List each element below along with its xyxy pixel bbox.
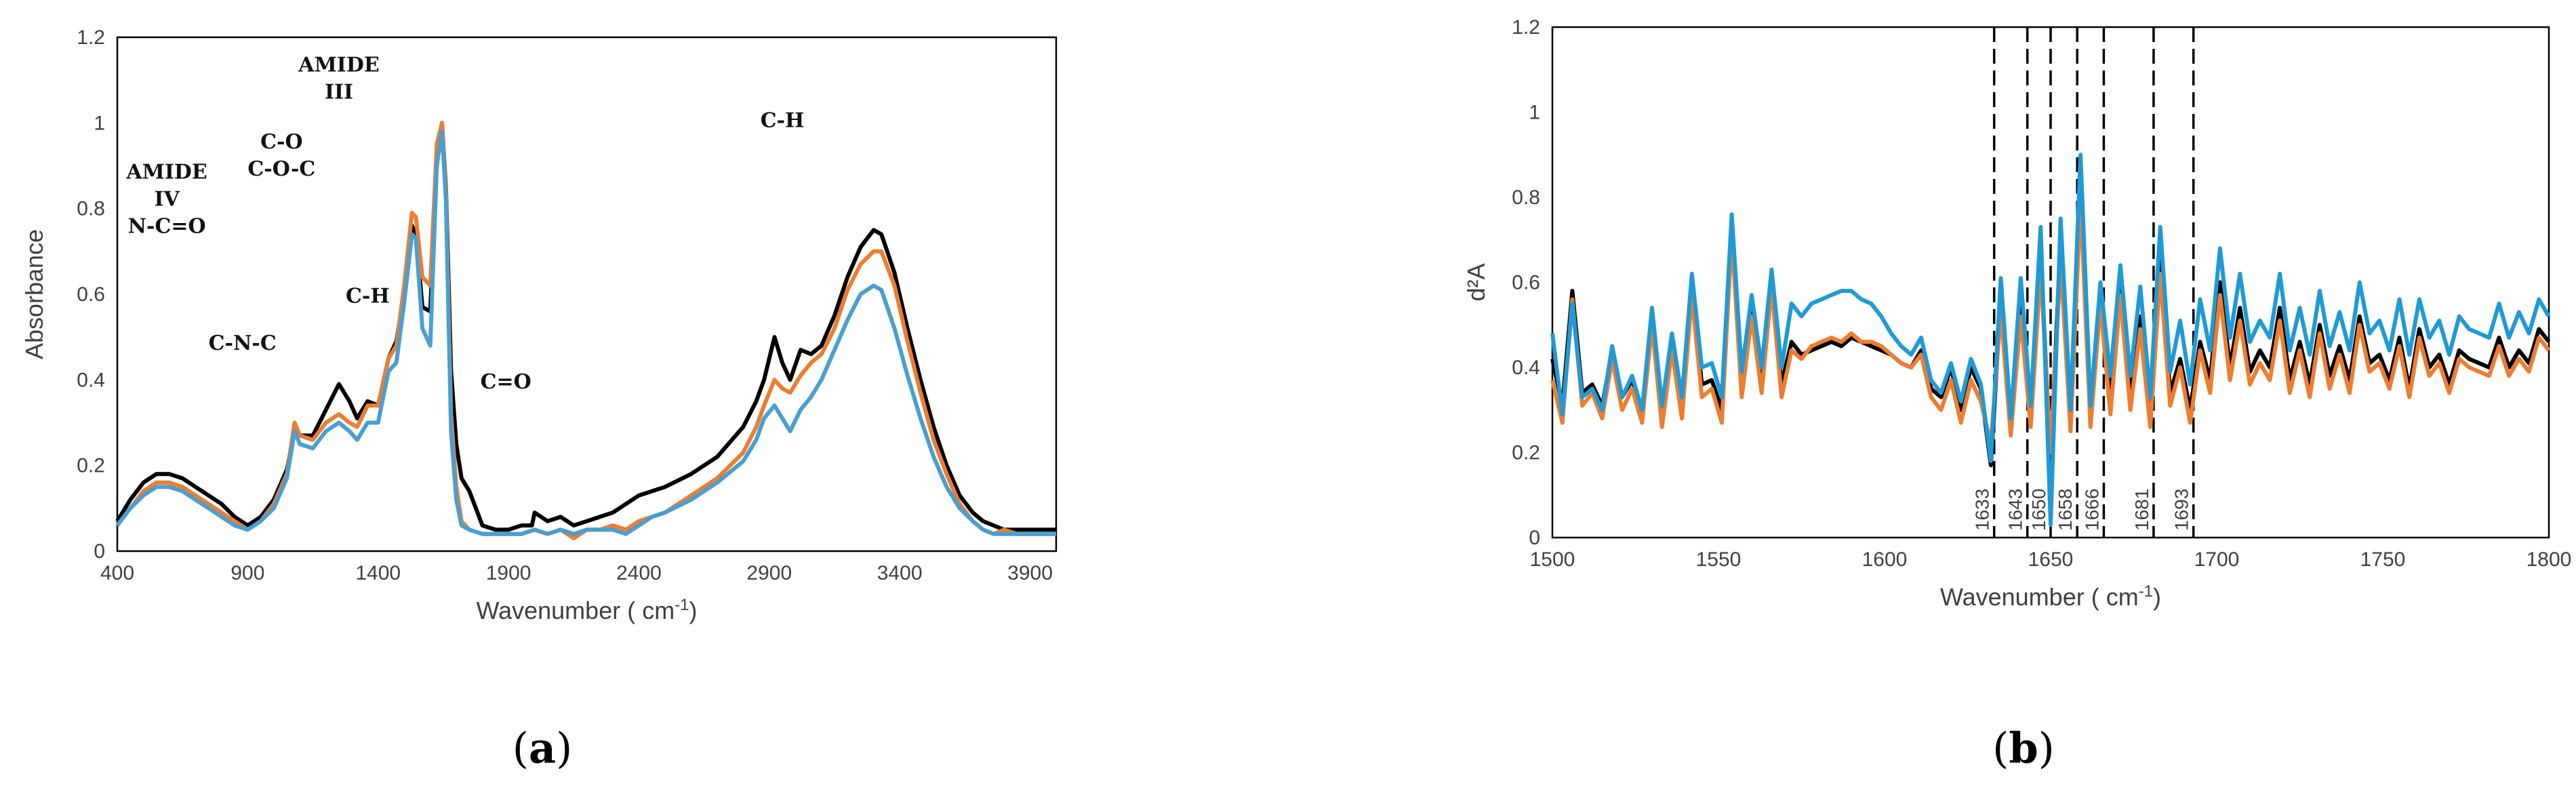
chart-b-x-tick-label: 1550: [1696, 548, 1742, 571]
panel-label-b-letter: b: [2009, 723, 2038, 773]
chart-b-reference-label-1633: 1633: [1972, 489, 1993, 531]
chart-b-y-tick-label: 0: [1529, 527, 1540, 549]
chart-b-x-axis-title-main: Wavenumber ( cm: [1940, 583, 2139, 611]
chart-a-y-axis-title: Absorbance: [20, 229, 48, 359]
chart-b-reference-label-1681: 1681: [2131, 489, 2152, 531]
chart-a-plot-frame: [116, 36, 1058, 552]
chart-a-annotation-8-line-1: C=O: [481, 370, 531, 394]
chart-b-series-line-2: [1550, 199, 2551, 455]
chart-a-annotation-1-line-3: N-C=O: [128, 214, 206, 238]
chart-a-series-line-3: [115, 129, 1056, 536]
chart-a-x-tick-label: 400: [100, 562, 134, 584]
chart-a-y-tick-label: 0: [94, 540, 105, 563]
chart-b: 1633 1643 1650 1658 1666 1681 1693 1500 1550 1600…: [1462, 16, 2571, 611]
chart-b-y-axis-title: d²A: [1462, 263, 1490, 301]
chart-b-reference-label-1693: 1693: [2171, 489, 2192, 531]
chart-a-annotation-4-line-1: AMIDE: [298, 54, 379, 77]
chart-b-x-tick-label: 1500: [1530, 548, 1575, 571]
chart-b-y-tick-label: 0.4: [1512, 357, 1540, 379]
chart-a-x-tick-label: 900: [230, 562, 264, 584]
chart-a-x-tick-label: 1400: [355, 562, 401, 584]
chart-a-x-tick-label: 2400: [616, 562, 662, 584]
panel-label-b: (b): [1992, 723, 2055, 773]
chart-b-x-tick-label: 1800: [2527, 548, 2572, 571]
chart-b-y-tick-label: 1.2: [1512, 16, 1540, 39]
chart-b-x-axis-title: Wavenumber ( cm-1): [1940, 582, 2161, 611]
chart-b-x-tick-label: 1650: [2028, 548, 2074, 571]
chart-b-x-axis-title-end: ): [2153, 583, 2161, 611]
chart-a-y-tick-label: 1.2: [77, 26, 105, 49]
panel-label-a: (a): [512, 723, 573, 773]
chart-b-series-line-1: [1550, 169, 2551, 468]
chart-b-y-tick-label: 0.2: [1512, 442, 1540, 464]
chart-b-x-tick-label: 1700: [2194, 548, 2240, 571]
chart-a-annotation-9-line-1: C-H: [761, 109, 805, 133]
chart-a-y-tick-label: 1: [94, 112, 105, 134]
chart-b-y-tick-label: 1: [1529, 102, 1540, 124]
chart-b-series-line-3: [1550, 153, 2551, 527]
chart-a-annotation-2-line-1: C-N-C: [209, 331, 277, 355]
chart-a-annotation-5-line-1: C-H: [346, 285, 390, 308]
chart-b-y-tick-label: 0.8: [1512, 186, 1540, 209]
chart-a-annotation-1-line-1: AMIDE: [125, 160, 207, 184]
chart-a-x-axis-title-end: ): [689, 597, 698, 624]
chart-b-reference-label-1658: 1658: [2055, 489, 2076, 531]
chart-b-reference-label-1650: 1650: [2028, 489, 2049, 531]
chart-a-annotation-3-line-1: C-O: [260, 130, 302, 154]
chart-a-x-tick-label: 3400: [877, 562, 923, 584]
chart-a-annotation-1-line-2: IV: [154, 187, 180, 211]
chart-a-y-tick-label: 0.6: [77, 283, 105, 306]
chart-a-x-axis-title-sup: -1: [675, 596, 689, 614]
chart-a-x-tick-label: 3900: [1007, 562, 1053, 584]
chart-a-annotation-4-line-2: III: [325, 81, 353, 104]
chart-a-x-axis-title: Wavenumber ( cm-1): [476, 596, 697, 625]
chart-b-x-tick-label: 1750: [2360, 548, 2406, 571]
chart-b-x-tick-label: 1600: [1862, 548, 1908, 571]
chart-b-reference-label-1666: 1666: [2081, 489, 2102, 531]
chart-b-reference-label-1643: 1643: [2005, 489, 2026, 531]
chart-b-y-tick-label: 0.6: [1512, 272, 1540, 294]
chart-b-x-axis-title-sup: -1: [2139, 582, 2153, 601]
chart-a-y-tick-label: 0.4: [77, 369, 105, 391]
chart-a-annotation-3-line-2: C-O-C: [247, 157, 315, 181]
chart-a-y-tick-label: 0.8: [77, 198, 105, 220]
chart-a-y-tick-label: 0.2: [77, 455, 105, 477]
chart-a: 400 900 1400 1900 2400 2900 3400 3900 0 0.2 0.4 0.6…: [20, 26, 1058, 625]
panel-label-a-letter: a: [529, 723, 556, 773]
chart-a-x-axis-title-main: Wavenumber ( cm: [476, 597, 675, 624]
chart-a-x-tick-label: 1900: [486, 562, 531, 584]
chart-a-x-tick-label: 2900: [746, 562, 792, 584]
